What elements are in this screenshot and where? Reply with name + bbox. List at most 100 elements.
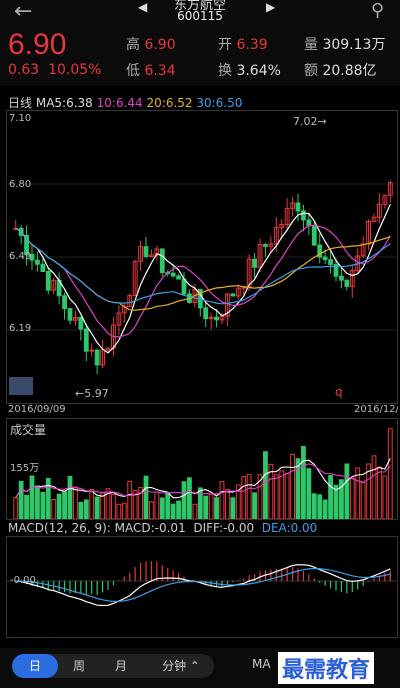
high-field: 高 6.90 <box>126 34 176 54</box>
volume-bar <box>279 470 285 519</box>
bottom-bar: 日 周 月 分钟 ⌃ MA 最需教育 <box>0 648 400 688</box>
volume-bar <box>165 492 171 519</box>
volume-bar <box>225 488 230 519</box>
macd-chart[interactable]: -0.00 <box>6 536 398 638</box>
axis-label-4: 6.19 <box>9 323 32 334</box>
amount-label: 额 <box>304 63 318 79</box>
diff-line <box>15 564 391 607</box>
volume-bar <box>339 479 344 519</box>
amount-field: 额 20.88亿 <box>304 60 377 80</box>
open-value: 6.39 <box>236 37 268 53</box>
search-icon[interactable]: ⚲ <box>370 0 384 21</box>
volume-chart[interactable]: 成交量 155万 <box>6 418 398 520</box>
candle-body <box>176 275 181 280</box>
dea-line <box>15 567 391 603</box>
volume-bar <box>176 500 181 519</box>
candle-body <box>62 295 67 310</box>
candle-body <box>360 243 366 257</box>
prev-stock-icon[interactable]: ◀ <box>138 0 148 14</box>
ma30-value: 30:6.50 <box>196 96 243 110</box>
volume-bar <box>197 487 203 519</box>
kline-chart[interactable]: 7.10 6.80 6.49 6.19 5.89 7.02→ ←5.97 q <box>6 110 398 404</box>
volume-bar <box>83 499 89 519</box>
volume-bar <box>45 477 51 519</box>
volume-bar <box>366 463 371 519</box>
candle-body <box>295 202 301 212</box>
candle-body <box>78 316 84 330</box>
volume-title[interactable]: 成交量 <box>10 423 47 437</box>
candle-body <box>290 202 295 209</box>
volume-bar <box>322 499 328 519</box>
volume-bar <box>192 503 198 519</box>
next-stock-icon[interactable]: ▶ <box>266 0 276 14</box>
axis-label-3: 6.49 <box>9 251 32 262</box>
min-price-annotation: ←5.97 <box>75 387 109 400</box>
volume-bar <box>67 475 73 519</box>
candle-body <box>235 287 241 297</box>
period-label[interactable]: 日线 <box>8 96 33 110</box>
candle-body <box>246 258 252 288</box>
candle-body <box>322 256 328 261</box>
change-value: 0.63 <box>8 62 40 78</box>
volume-bar <box>230 497 236 519</box>
macd-zero-label: -0.00 <box>10 575 36 586</box>
tab-month[interactable]: 月 <box>114 659 127 673</box>
open-label: 开 <box>218 37 232 53</box>
candle-body <box>268 243 274 247</box>
open-field: 开 6.39 <box>218 34 268 54</box>
candle-body <box>127 295 133 307</box>
candle-body <box>40 263 46 273</box>
change-percent: 10.05% <box>48 62 102 78</box>
volume-bar <box>170 503 176 519</box>
candle-body <box>371 216 377 223</box>
candle-body <box>73 316 78 321</box>
tab-week[interactable]: 周 <box>72 659 85 673</box>
volume-bar <box>18 480 24 519</box>
high-label: 高 <box>126 37 140 53</box>
tab-day[interactable]: 日 <box>12 654 58 678</box>
volume-bar <box>159 497 165 519</box>
low-value: 6.34 <box>144 63 176 79</box>
ma5-value: MA5:6.38 <box>35 96 93 110</box>
ma10-line <box>15 224 391 338</box>
axis-label-top: 7.10 <box>9 113 32 124</box>
volume-bar <box>89 489 95 519</box>
volume-bar <box>301 446 306 519</box>
back-arrow-icon[interactable]: ← <box>14 0 33 24</box>
candle-body <box>138 246 143 262</box>
candle-body <box>105 347 111 351</box>
volume-bar <box>94 496 100 519</box>
candle-body <box>132 260 138 297</box>
volume-bar <box>246 474 252 519</box>
expand-icon[interactable] <box>9 377 33 395</box>
candle-body <box>306 219 312 227</box>
diff-value: DIFF:-0.00 <box>193 521 255 535</box>
price-change: 0.63 10.05% <box>8 62 101 78</box>
volume-label: 量 <box>304 37 318 53</box>
candle-body <box>333 263 339 277</box>
volume-bar <box>219 481 225 519</box>
indicator-button[interactable]: MA <box>252 657 271 671</box>
candle-body <box>301 210 306 221</box>
kline-svg <box>7 180 397 375</box>
low-field: 低 6.34 <box>126 60 176 80</box>
candle-body <box>328 259 333 265</box>
volume-bar <box>78 501 84 519</box>
candle-body <box>257 244 263 268</box>
candle-body <box>181 278 187 295</box>
macd-title[interactable]: MACD(12, 26, 9): <box>8 521 111 535</box>
volume-bar <box>187 477 192 519</box>
tab-minute[interactable]: 分钟 ⌃ <box>162 659 200 673</box>
volume-bar <box>377 466 382 519</box>
quote-panel: 6.90 0.63 10.05% 高 6.90 低 6.34 开 6.39 换 … <box>0 28 400 86</box>
volume-bar <box>62 491 67 519</box>
candle-body <box>214 316 219 321</box>
volume-bar <box>203 495 209 519</box>
macd-value: MACD:-0.01 <box>114 521 186 535</box>
volume-bar <box>56 493 62 519</box>
candle-body <box>203 307 209 320</box>
candle-body <box>170 272 176 277</box>
macd-legend: MACD(12, 26, 9): MACD:-0.01 DIFF:-0.00 D… <box>8 521 317 535</box>
volume-bar <box>317 494 323 519</box>
volume-bar <box>333 484 339 519</box>
